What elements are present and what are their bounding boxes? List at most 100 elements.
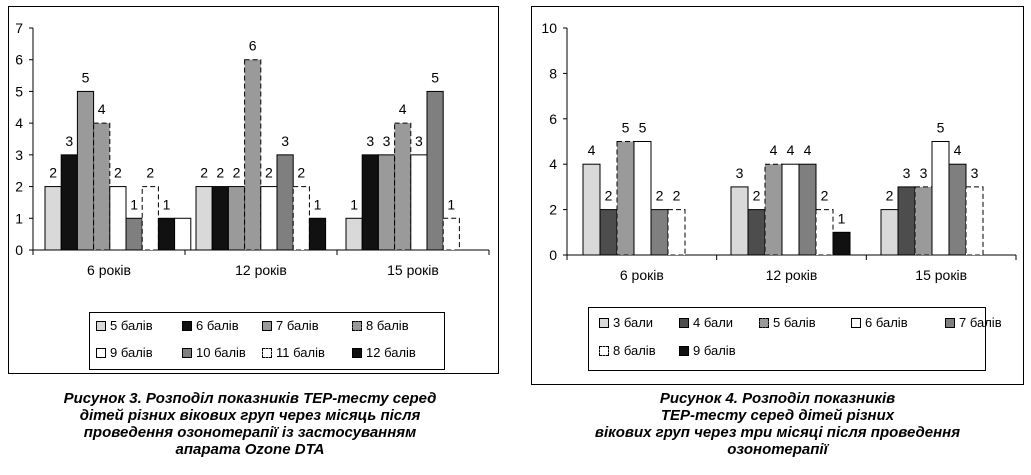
legend-label: 6 балів [865,315,908,330]
caption-line: озонотерапії [727,441,828,458]
bar [211,186,229,251]
data-label: 4 [588,142,596,158]
x-tick-label: 15 років [387,262,439,278]
bar [616,141,635,256]
figure-caption-right: Рисунок 4. Розподіл показників ТЕР-тесту… [530,390,1025,458]
bar [582,163,601,256]
data-label: 2 [605,188,613,204]
data-label: 4 [954,142,962,158]
legend-label: 4 бали [693,315,734,330]
bar [244,59,262,251]
legend-label: 12 балів [366,345,416,360]
legend-swatch [851,318,861,328]
legend-label: 11 балів [276,345,325,360]
data-label: 3 [281,133,289,149]
data-label: 3 [903,165,911,181]
data-label: 1 [163,196,171,212]
legend-swatch [96,321,106,331]
bar [599,209,618,256]
bar [276,154,294,251]
bar [394,122,412,251]
data-label: 5 [82,69,90,85]
data-label: 2 [753,188,761,204]
data-label: 2 [233,165,241,181]
y-tick-label: 8 [549,65,557,81]
data-label: 2 [200,165,208,181]
caption-line: вікових груп через три місяці після пров… [594,424,961,441]
data-label: 1 [130,196,138,212]
bar [308,217,327,251]
legend-label: 7 балів [276,318,319,333]
data-label: 4 [804,142,812,158]
legend-swatch [759,318,769,328]
legend-swatch [599,346,609,356]
bar [650,209,669,256]
caption-line: Рисунок 3. Розподіл показників ТЕР-тесту… [63,390,437,407]
bar [798,163,817,256]
legend-item: 9 балів [679,344,736,358]
legend-label: 7 балів [959,315,1002,330]
data-label: 2 [216,165,224,181]
data-label: 4 [770,142,778,158]
legend-item: 6 балів [182,319,239,333]
legend-item: 8 балів [352,319,409,333]
data-label: 3 [65,133,73,149]
x-tick-label: 6 років [87,262,131,278]
data-label: 2 [265,165,273,181]
caption-line: Рисунок 4. Розподіл показників [659,390,896,407]
y-tick-label: 2 [15,179,23,195]
bar [747,209,766,256]
data-label: 3 [383,133,391,149]
legend-item: 11 балів [262,346,325,360]
data-label: 1 [350,196,358,212]
legend-item: 7 балів [262,319,319,333]
y-tick-label: 3 [15,147,23,163]
data-label: 5 [431,69,439,85]
bar [426,90,444,251]
data-label: 4 [98,101,106,117]
legend-item: 7 балів [945,316,1002,330]
y-tick-label: 5 [15,83,23,99]
data-label: 2 [114,165,122,181]
bar [633,141,652,256]
bar [667,209,686,256]
y-tick-label: 0 [15,242,23,258]
data-label: 2 [146,165,154,181]
legend-item: 6 балів [851,316,908,330]
bar [60,154,78,251]
legend-swatch [599,318,609,328]
data-label: 3 [736,165,744,181]
data-label: 2 [49,165,57,181]
chart-panel-right: 0 2 4 6 8 10 6 років 12 років 15 років 4 3 2 2 2 3 5 4 3 5… [531,6,1024,385]
figure-caption-left: Рисунок 3. Розподіл показників ТЕР-тесту… [0,390,500,458]
legend-swatch [182,348,192,358]
legend-right: 3 бали 4 бали 5 балів 6 балів 7 балів 8 балів… [588,307,1002,371]
legend-item: 10 балів [182,346,246,360]
bar [44,186,62,251]
legend-label: 6 балів [196,318,239,333]
bar [109,186,127,251]
data-label: 3 [971,165,979,181]
bar [227,186,246,251]
bar [141,186,159,251]
legend-item: 9 балів [96,346,153,360]
bar [361,154,379,251]
caption-line: апарата Ozone DTA [175,441,325,458]
bar [781,163,800,256]
caption-line: проведення озонотерапії із застосуванням [83,424,417,441]
bar [260,186,278,251]
bar [764,163,783,256]
data-label: 5 [937,120,945,136]
legend-item: 5 балів [96,319,153,333]
legend-label: 3 бали [613,315,654,330]
legend-label: 5 балів [773,315,816,330]
y-tick-label: 2 [549,202,557,218]
legend-label: 8 балів [613,343,656,358]
legend-item: 3 бали [599,316,653,330]
x-tick-label: 15 років [915,267,967,283]
y-tick-label: 1 [15,210,23,226]
bar [76,90,95,251]
data-label: 2 [656,188,664,204]
